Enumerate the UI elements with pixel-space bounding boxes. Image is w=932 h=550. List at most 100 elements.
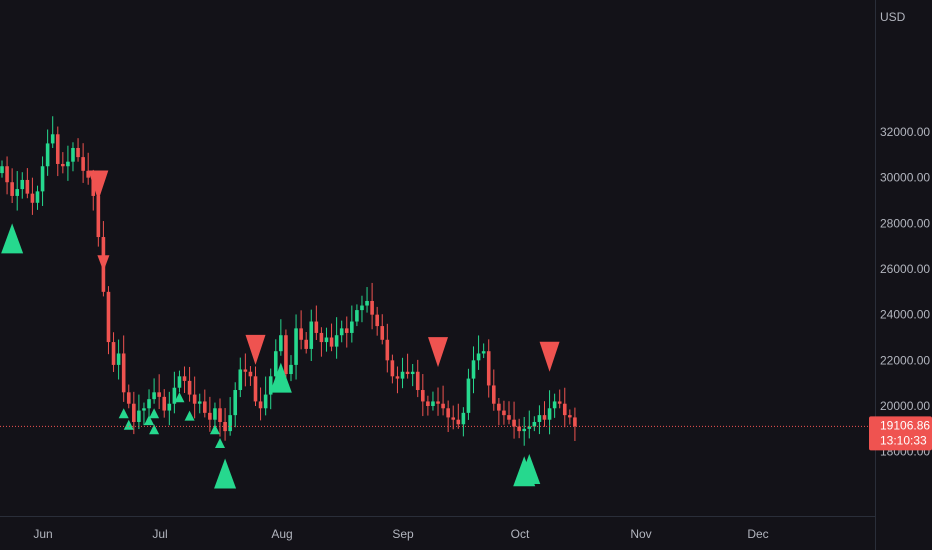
sell-signal-large	[88, 170, 109, 201]
candle-body	[410, 371, 415, 375]
sell-signal-small	[97, 255, 110, 272]
candle-body	[360, 305, 364, 311]
candle-body	[355, 310, 359, 322]
candle-body	[10, 182, 14, 196]
price-tick-label: 24000.00	[880, 308, 930, 322]
candle-body	[81, 157, 85, 171]
candle-body	[182, 376, 187, 381]
buy-signal-small	[184, 410, 195, 421]
candle-body	[405, 371, 410, 375]
candle-body	[562, 403, 567, 416]
time-tick-label: Jul	[152, 527, 167, 541]
candle-body	[187, 380, 192, 395]
candle-body	[481, 351, 486, 354]
candle-body	[517, 426, 521, 432]
candle-body	[20, 179, 25, 190]
candle-body	[233, 390, 238, 416]
time-tick-label: Jun	[33, 527, 52, 541]
candle-body	[537, 415, 542, 422]
candle-body	[471, 360, 476, 379]
candle-body	[218, 408, 222, 422]
candle-body	[208, 412, 212, 420]
candle-body	[167, 403, 172, 411]
candle-body	[30, 193, 35, 203]
price-tick-label: 28000.00	[880, 216, 930, 230]
buy-signal-small	[118, 408, 129, 419]
time-tick-label: Aug	[271, 527, 292, 541]
candle-body	[491, 385, 496, 404]
candle-body	[451, 417, 456, 420]
candle-body	[137, 410, 141, 422]
candle-body	[111, 342, 116, 365]
candle-body	[152, 392, 156, 400]
candle-body	[400, 371, 405, 379]
candle-body	[324, 337, 329, 343]
candle-body	[263, 394, 268, 409]
candle-body	[147, 399, 151, 409]
candle-body	[284, 335, 288, 375]
candle-body	[375, 314, 379, 327]
buy-signal-small	[174, 392, 185, 403]
candle-body	[86, 170, 90, 178]
buy-signal-small	[149, 408, 160, 419]
candle-body	[61, 163, 65, 167]
candle-body	[385, 339, 390, 361]
candle-body	[344, 328, 349, 333]
candle-body	[172, 387, 177, 404]
candle-body	[192, 394, 197, 404]
candle-body	[121, 353, 126, 393]
candle-body	[486, 351, 491, 386]
candle-body	[5, 166, 9, 183]
candle-body	[350, 321, 354, 333]
candle-body	[273, 351, 278, 377]
candle-body	[329, 337, 334, 347]
countdown-label: 13:10:33	[880, 433, 927, 447]
candle-body	[547, 408, 552, 420]
candle-body	[573, 417, 577, 427]
time-axis[interactable]: Jun Jul Aug Sep Oct Nov Dec	[33, 527, 768, 541]
candle-body	[294, 328, 298, 365]
candle-body	[319, 332, 324, 343]
price-tick-label: 30000.00	[880, 171, 930, 185]
sell-signal-large	[245, 334, 266, 365]
candle-body	[370, 300, 374, 315]
candle-body	[314, 321, 319, 333]
candle-body	[390, 360, 395, 377]
candle-body	[279, 335, 283, 352]
buy-signal-large	[518, 453, 541, 484]
candle-body	[268, 376, 273, 395]
time-tick-label: Sep	[392, 527, 414, 541]
candle-body	[96, 195, 101, 238]
price-tick-label: 20000.00	[880, 399, 930, 413]
candle-body	[334, 335, 339, 347]
candle-body	[106, 291, 111, 343]
candle-body	[197, 401, 202, 404]
candle-body	[15, 189, 20, 196]
buy-signal-small	[149, 424, 160, 435]
candle-body	[431, 401, 435, 406]
candle-body	[365, 300, 369, 306]
time-tick-label: Oct	[511, 527, 530, 541]
candle-body	[568, 415, 572, 418]
candle-body	[228, 415, 232, 432]
candle-body	[395, 376, 400, 379]
last-price-badge: 19106.86 13:10:33	[869, 416, 932, 451]
candle-body	[502, 410, 506, 416]
candle-body	[157, 392, 161, 397]
candle-body	[45, 143, 50, 167]
candle-body	[522, 428, 527, 432]
candle-body	[542, 415, 547, 420]
buy-signal-large	[269, 362, 292, 393]
candle-body	[76, 147, 80, 158]
candle-body	[512, 419, 516, 427]
buy-signal-small	[209, 424, 220, 435]
candle-body	[66, 161, 70, 167]
candle-body	[25, 179, 30, 194]
currency-label: USD	[880, 10, 906, 24]
candle-body	[532, 421, 537, 427]
candle-body	[476, 353, 481, 361]
candle-body	[142, 408, 146, 411]
candle-body	[50, 134, 55, 144]
